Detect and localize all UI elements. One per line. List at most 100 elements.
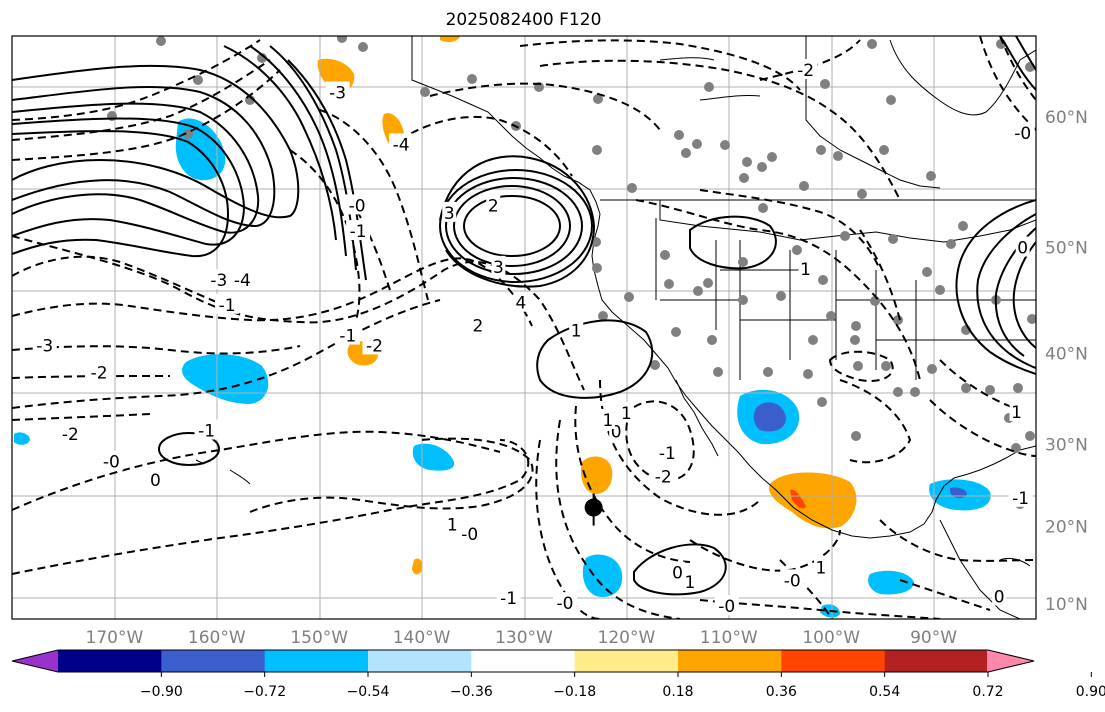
contour-line [439, 155, 596, 288]
colorbar-segment [678, 650, 782, 672]
contour-line [429, 82, 661, 131]
contour-line [899, 579, 991, 611]
contour-line [828, 350, 894, 382]
contour-label-bg [230, 269, 255, 290]
contour-label-bg [206, 269, 231, 290]
contour-line [12, 255, 237, 311]
contour-label-bg [32, 334, 57, 355]
contour-label: -1 [500, 589, 517, 609]
colorbar-tick-label: −0.54 [347, 684, 390, 700]
contour-label: 3 [493, 258, 504, 278]
contour-line [158, 432, 220, 466]
contour-line [439, 169, 593, 283]
contour-label-bg [99, 450, 124, 471]
contour-line [12, 102, 260, 234]
contour-label-bg [470, 314, 485, 335]
contour-label-bg [389, 133, 414, 154]
contour-label-bg [58, 423, 83, 444]
contour-label-bg [325, 81, 350, 102]
lat-tick-labels: 60°N 50°N 40°N 30°N 20°N 10°N [1045, 108, 1088, 615]
contour-label: 2 [473, 316, 484, 336]
contour-label-bg [1015, 236, 1030, 257]
lon-tick-label: 90°W [910, 628, 957, 648]
contour-label: -4 [393, 135, 410, 155]
contour-label-bg [798, 258, 813, 279]
contour-label: -0 [718, 597, 735, 617]
contour-label-bg [194, 419, 219, 440]
lon-tick-label: 100°W [802, 628, 860, 648]
contour-line [249, 437, 534, 513]
storm-center-dot [584, 498, 603, 517]
contour-label: 0 [994, 587, 1005, 607]
contour-label-bg [1009, 400, 1024, 421]
contour-line [1015, 36, 1036, 71]
contour-line [12, 439, 530, 575]
contour-line [979, 36, 1036, 131]
contour-label: -0 [349, 196, 366, 216]
contour-label: -1 [659, 444, 676, 464]
contour-label-bg [714, 595, 739, 616]
contour-label: -0 [784, 571, 801, 591]
contour-label-bg [655, 441, 680, 462]
contour-label-bg [345, 194, 370, 215]
lon-tick-label: 120°W [598, 628, 656, 648]
lat-tick-label: 10°N [1045, 595, 1088, 615]
contour-label: -0 [1014, 124, 1031, 144]
contour-line [223, 45, 337, 241]
colorbar-segment [781, 650, 886, 672]
contour-label-bg [780, 569, 805, 590]
colorbar-segment [58, 650, 162, 672]
lon-tick-label: 140°W [393, 628, 451, 648]
contour-label: -0 [461, 525, 478, 545]
contour-label: -1 [1012, 489, 1029, 509]
colorbar-tick-label: 0.36 [766, 684, 797, 700]
contour-line [555, 419, 681, 619]
contour-label: -2 [91, 363, 108, 383]
contour-label: 0 [672, 564, 683, 584]
contour-label: 0 [1017, 239, 1028, 259]
colorbar-segment [574, 650, 679, 672]
shade-blue-patch [14, 432, 30, 445]
lon-tick-label: 110°W [700, 628, 758, 648]
shade-red-patch [790, 489, 806, 509]
contour-label: -3 [329, 83, 346, 103]
colorbar-tick-label: 0.54 [869, 684, 900, 700]
contour-line [12, 299, 441, 409]
colorbar-outline [11, 649, 1035, 673]
contour-label: 1 [447, 515, 458, 535]
contour-label-bg [552, 592, 577, 613]
contour-line [399, 115, 573, 177]
colorbar-tick-label: 0.90 [1076, 684, 1105, 700]
map-frame [11, 35, 1037, 620]
contour-label-bg [491, 255, 506, 276]
shade-blue-patch [753, 402, 786, 432]
contour-line [249, 45, 347, 257]
contour-label-bg [87, 361, 112, 382]
colorbar-extend-low [12, 650, 59, 672]
contour-line [574, 405, 691, 563]
contour-line [12, 69, 281, 161]
contour-label: 2 [488, 196, 499, 216]
colorbar-tick-label: −0.36 [450, 684, 493, 700]
map-background [12, 36, 1036, 619]
contour-label: 1 [603, 411, 614, 431]
contour-line [12, 235, 585, 391]
lon-tick-label: 150°W [290, 628, 348, 648]
contour-label: -2 [366, 336, 383, 356]
contour-line [12, 257, 533, 327]
lat-tick-label: 50°N [1045, 239, 1088, 259]
contour-label: 1 [621, 404, 632, 424]
contour-label: -4 [234, 271, 251, 291]
shade-blue-patch [582, 554, 623, 598]
shade-blue-patch [950, 487, 967, 499]
colorbar-segment [471, 650, 576, 672]
contour-label-bg [442, 201, 457, 222]
colorbar-segment [161, 650, 266, 672]
contour-line [879, 519, 1036, 562]
contour-label-bg [569, 319, 584, 340]
lon-tick-label: 170°W [86, 628, 144, 648]
lat-tick-label: 20°N [1045, 518, 1088, 538]
contour-line [689, 215, 777, 270]
contour-line [463, 195, 561, 257]
